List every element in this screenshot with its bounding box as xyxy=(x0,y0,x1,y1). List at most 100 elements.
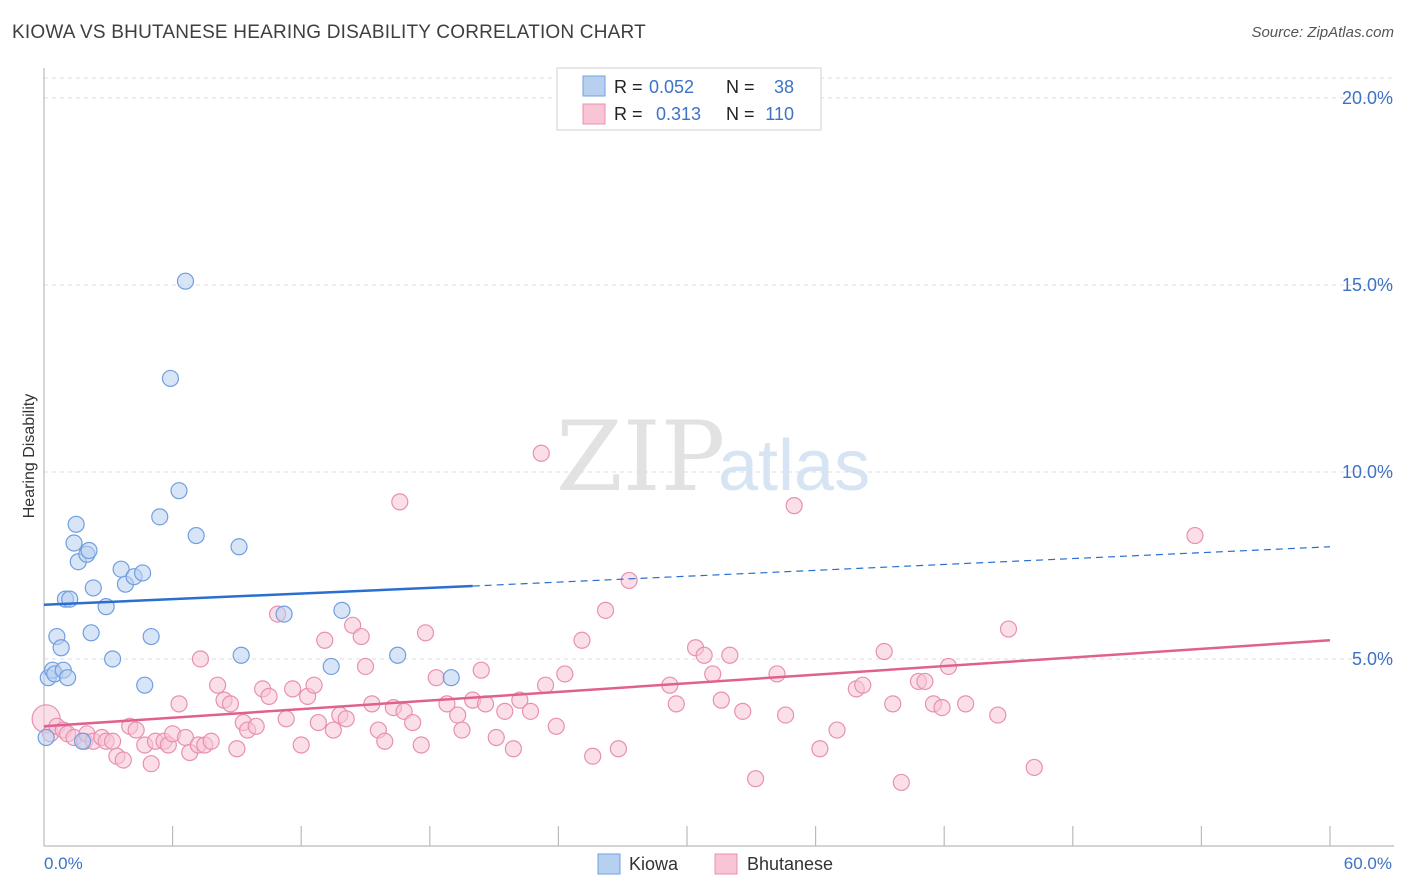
bhutanese-point xyxy=(884,695,902,713)
kiowa-point xyxy=(176,272,195,290)
bhutanese-point xyxy=(412,736,430,754)
kiowa-point xyxy=(84,579,102,597)
kiowa-point xyxy=(187,526,205,545)
bhutanese-point xyxy=(1186,526,1204,545)
bhutanese-point xyxy=(734,702,752,720)
bhutanese-r-label: R = xyxy=(614,104,643,124)
bhutanese-point xyxy=(504,740,522,758)
kiowa-point xyxy=(142,627,160,646)
bhutanese-point xyxy=(316,631,334,649)
kiowa-point xyxy=(170,482,188,500)
bhutanese-n-label: N = xyxy=(726,104,755,124)
bhutanese-point xyxy=(202,732,220,750)
y-axis-label: Hearing Disability xyxy=(21,394,38,519)
kiowa-point xyxy=(322,657,340,676)
kiowa-point xyxy=(67,515,85,533)
bhutanese-swatch xyxy=(582,103,606,125)
bhutanese-point xyxy=(337,710,355,728)
kiowa-point xyxy=(389,646,407,664)
y-tick-label: 10.0% xyxy=(1342,462,1393,482)
x-tick-label-max: 60.0% xyxy=(1344,854,1392,873)
y-tick-label: 15.0% xyxy=(1342,275,1393,295)
bhutanese-point xyxy=(292,736,310,754)
kiowa-swatch xyxy=(582,75,606,97)
bhutanese-point xyxy=(609,740,628,758)
bhutanese-point xyxy=(916,672,934,691)
watermark-zip: ZIP xyxy=(556,401,725,513)
kiowa-r-label: R = xyxy=(614,77,643,97)
kiowa-r-value: 0.052 xyxy=(649,77,694,97)
bhutanese-point xyxy=(811,740,829,758)
bhutanese-trend-line xyxy=(43,639,1331,728)
bhutanese-point xyxy=(712,691,730,709)
bhutanese-point xyxy=(114,751,132,769)
kiowa-point xyxy=(65,534,83,552)
kiowa-point xyxy=(442,669,460,687)
kiowa-point xyxy=(161,369,180,388)
y-tick-label: 20.0% xyxy=(1342,88,1393,108)
kiowa-point xyxy=(37,728,55,747)
bhutanese-point xyxy=(532,444,550,462)
kiowa-points xyxy=(37,272,460,750)
legend-kiowa-label: Kiowa xyxy=(629,854,679,874)
bhutanese-point xyxy=(746,770,765,788)
bhutanese-point xyxy=(999,620,1018,638)
bhutanese-point xyxy=(556,665,574,683)
bhutanese-point xyxy=(127,721,145,739)
bhutanese-point xyxy=(284,680,302,698)
kiowa-trend-line xyxy=(43,584,473,606)
bhutanese-point xyxy=(209,676,227,694)
bhutanese-point xyxy=(391,493,409,511)
bhutanese-point xyxy=(854,676,872,694)
kiowa-n-label: N = xyxy=(726,77,755,97)
bhutanese-point xyxy=(989,706,1007,724)
bhutanese-point xyxy=(404,713,422,732)
legend-bhutanese-label: Bhutanese xyxy=(747,854,833,874)
bhutanese-point xyxy=(416,624,435,642)
kiowa-point xyxy=(133,564,152,582)
bhutanese-point xyxy=(221,695,240,713)
series-legend: Kiowa Bhutanese xyxy=(597,853,833,875)
gridlines xyxy=(44,77,1394,660)
bhutanese-point xyxy=(324,721,342,739)
bhutanese-point xyxy=(536,676,555,694)
bhutanese-point xyxy=(191,650,210,668)
bhutanese-r-value: 0.313 xyxy=(656,104,701,124)
bhutanese-point xyxy=(957,695,975,713)
bhutanese-point xyxy=(875,642,893,661)
kiowa-point xyxy=(136,676,154,694)
bhutanese-point xyxy=(260,687,278,705)
kiowa-point xyxy=(103,650,122,668)
y-tick-label: 5.0% xyxy=(1352,649,1393,669)
bhutanese-point xyxy=(376,732,394,750)
x-tick-label-min: 0.0% xyxy=(44,854,83,873)
bhutanese-point xyxy=(596,601,615,619)
bhutanese-point xyxy=(487,728,505,747)
chart-title: KIOWA VS BHUTANESE HEARING DISABILITY CO… xyxy=(12,22,646,43)
bhutanese-point xyxy=(721,646,739,664)
trend-lines xyxy=(43,546,1331,728)
bhutanese-point xyxy=(768,665,786,683)
kiowa-point xyxy=(80,541,98,560)
bhutanese-point xyxy=(547,717,565,735)
bhutanese-point xyxy=(667,695,685,713)
bhutanese-point xyxy=(305,676,323,694)
kiowa-point xyxy=(232,646,250,664)
bhutanese-point xyxy=(352,627,370,646)
bhutanese-point xyxy=(695,646,713,664)
bhutanese-point xyxy=(472,661,490,679)
bhutanese-point xyxy=(309,713,327,732)
bhutanese-point xyxy=(277,710,295,728)
bhutanese-point xyxy=(496,702,514,720)
bhutanese-point xyxy=(933,699,951,717)
bhutanese-point xyxy=(828,721,846,739)
bhutanese-point xyxy=(892,773,910,792)
kiowa-point xyxy=(333,601,351,619)
kiowa-point xyxy=(230,538,248,556)
watermark-atlas: atlas xyxy=(718,426,870,506)
bhutanese-point xyxy=(247,717,265,735)
bhutanese-point xyxy=(620,571,638,590)
bhutanese-point xyxy=(785,497,803,515)
kiowa-point xyxy=(151,508,169,526)
bhutanese-point xyxy=(170,695,188,713)
